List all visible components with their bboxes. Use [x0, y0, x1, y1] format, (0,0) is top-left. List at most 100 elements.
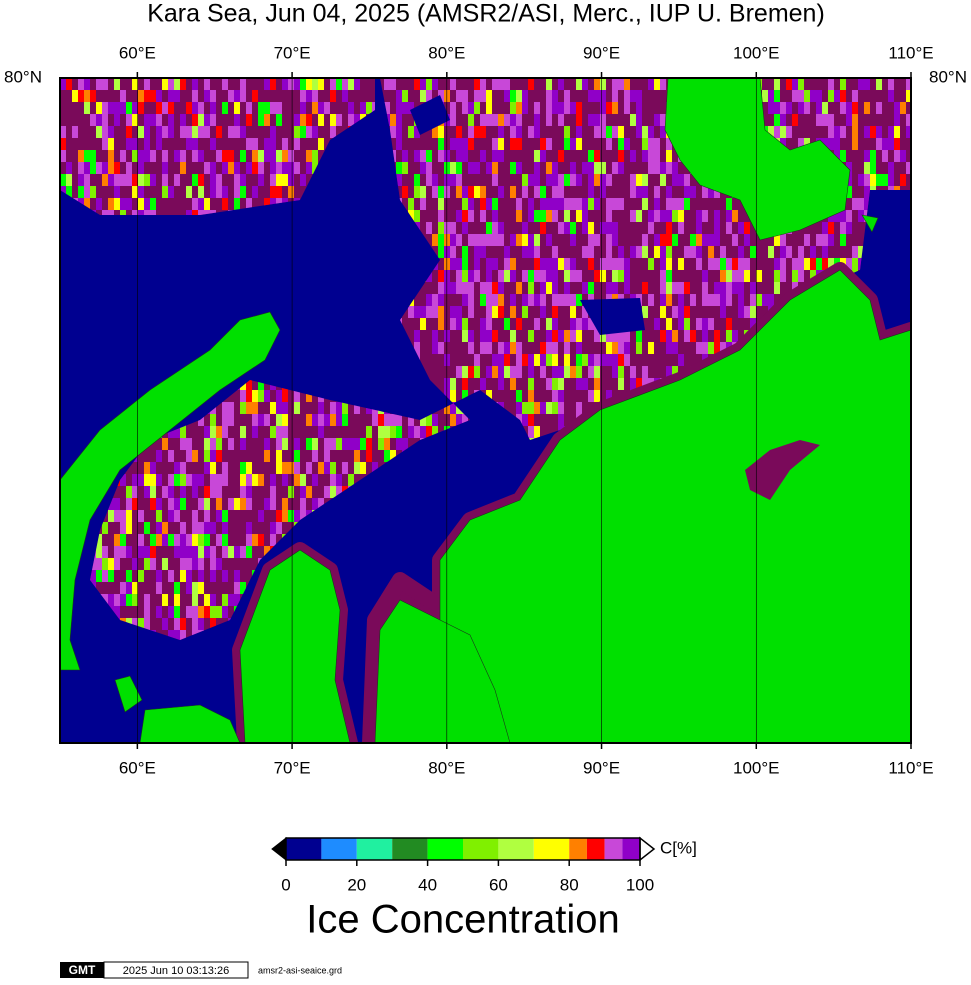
colorbar-bin — [286, 838, 322, 860]
ice-pixel — [186, 606, 192, 618]
ice-pixel — [876, 78, 882, 90]
ice-pixel — [234, 498, 240, 510]
ice-pixel — [66, 186, 72, 198]
ice-pixel — [102, 174, 108, 186]
ice-pixel — [486, 162, 492, 174]
ice-pixel — [114, 114, 120, 126]
colorbar-tick-label: 20 — [347, 875, 366, 894]
ice-pixel — [852, 126, 858, 138]
ice-pixel — [216, 126, 222, 138]
ice-pixel — [132, 594, 138, 606]
ice-pixel — [618, 366, 624, 378]
ice-pixel — [576, 174, 582, 186]
ice-pixel — [540, 294, 546, 306]
ice-pixel — [180, 462, 186, 474]
ice-pixel — [564, 198, 570, 210]
ice-pixel — [690, 234, 696, 246]
ice-pixel — [246, 102, 252, 114]
ice-pixel — [462, 282, 468, 294]
ice-pixel — [846, 102, 852, 114]
ice-pixel — [498, 222, 504, 234]
ice-pixel — [456, 306, 462, 318]
ice-pixel — [198, 102, 204, 114]
ice-pixel — [324, 486, 330, 498]
ice-pixel — [336, 414, 342, 426]
ice-pixel — [864, 78, 870, 90]
ice-pixel — [606, 222, 612, 234]
ice-pixel — [102, 102, 108, 114]
ice-pixel — [756, 294, 762, 306]
ice-pixel — [858, 78, 864, 90]
ice-pixel — [474, 366, 480, 378]
ice-pixel — [240, 174, 246, 186]
ice-pixel — [522, 186, 528, 198]
ice-pixel — [198, 114, 204, 126]
ice-pixel — [522, 402, 528, 414]
ice-pixel — [696, 210, 702, 222]
ice-pixel — [96, 114, 102, 126]
ice-pixel — [306, 114, 312, 126]
ice-pixel — [594, 330, 600, 342]
ice-pixel — [198, 582, 204, 594]
ice-pixel — [396, 138, 402, 150]
ice-pixel — [774, 270, 780, 282]
ice-pixel — [564, 294, 570, 306]
ice-pixel — [210, 414, 216, 426]
ice-pixel — [108, 102, 114, 114]
ice-pixel — [702, 270, 708, 282]
ice-pixel — [72, 90, 78, 102]
ice-pixel — [198, 198, 204, 210]
ice-pixel — [204, 126, 210, 138]
ice-pixel — [294, 462, 300, 474]
ice-pixel — [720, 270, 726, 282]
ice-pixel — [636, 186, 642, 198]
ice-pixel — [156, 90, 162, 102]
ice-pixel — [156, 522, 162, 534]
ice-pixel — [828, 126, 834, 138]
ice-pixel — [222, 510, 228, 522]
ice-pixel — [888, 162, 894, 174]
ice-pixel — [528, 270, 534, 282]
ice-pixel — [276, 162, 282, 174]
ice-pixel — [174, 426, 180, 438]
ice-pixel — [300, 126, 306, 138]
ice-pixel — [144, 114, 150, 126]
ice-pixel — [120, 534, 126, 546]
ice-pixel — [558, 222, 564, 234]
ice-pixel — [510, 126, 516, 138]
ice-pixel — [144, 126, 150, 138]
ice-pixel — [174, 462, 180, 474]
ice-pixel — [612, 102, 618, 114]
ice-pixel — [648, 78, 654, 90]
ice-pixel — [600, 222, 606, 234]
ice-pixel — [126, 126, 132, 138]
ice-pixel — [210, 186, 216, 198]
ice-pixel — [222, 426, 228, 438]
ice-pixel — [132, 186, 138, 198]
ice-pixel — [210, 618, 216, 630]
ice-pixel — [240, 582, 246, 594]
ice-pixel — [210, 114, 216, 126]
ice-pixel — [282, 390, 288, 402]
ice-pixel — [192, 150, 198, 162]
ice-pixel — [558, 330, 564, 342]
ice-pixel — [870, 150, 876, 162]
ice-pixel — [276, 450, 282, 462]
ice-pixel — [420, 150, 426, 162]
ice-pixel — [132, 78, 138, 90]
ice-pixel — [846, 186, 852, 198]
ice-pixel — [216, 486, 222, 498]
ice-pixel — [498, 354, 504, 366]
ice-pixel — [198, 186, 204, 198]
ice-pixel — [150, 486, 156, 498]
ice-pixel — [390, 114, 396, 126]
ice-pixel — [558, 198, 564, 210]
x-tick-label: 100°E — [733, 758, 780, 777]
ice-pixel — [720, 342, 726, 354]
ice-pixel — [582, 318, 588, 330]
ice-pixel — [780, 258, 786, 270]
ice-pixel — [600, 354, 606, 366]
ice-pixel — [474, 78, 480, 90]
ice-pixel — [618, 162, 624, 174]
ice-pixel — [498, 342, 504, 354]
